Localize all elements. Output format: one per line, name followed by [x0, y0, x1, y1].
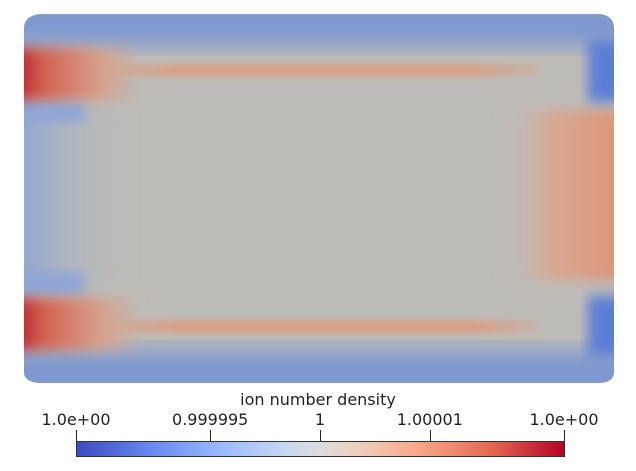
colorbar-tick-label: 1.0e+00 — [41, 410, 111, 429]
colorbar-tick-label: 1.0e+00 — [529, 410, 599, 429]
right-warm-region — [500, 110, 614, 280]
colorbar-tick-label: 1.00001 — [396, 410, 463, 429]
colorbar-tick-mark — [210, 430, 212, 441]
colorbar-title: ion number density — [240, 390, 396, 409]
lower-left-cool-patch — [24, 272, 84, 296]
upper-right-cool-patch — [588, 40, 614, 102]
colorbar-tick-mark — [564, 430, 565, 441]
colorbar-tick-mark — [320, 430, 321, 441]
top-cool-band — [24, 14, 614, 46]
lower-right-cool-patch — [588, 296, 614, 356]
render-viewport[interactable] — [0, 0, 636, 395]
upper-left-cool-patch — [24, 100, 84, 122]
lower-warm-stripe — [110, 320, 540, 333]
lower-left-hotspot — [24, 298, 140, 350]
bottom-cool-band — [24, 350, 614, 383]
colorbar-tick-mark — [429, 430, 431, 441]
density-field-plot — [24, 14, 614, 383]
colorbar-tick-mark — [76, 430, 77, 441]
colorbar — [76, 441, 565, 457]
field-domain — [24, 14, 614, 383]
colorbar-tick-label: 1 — [314, 410, 326, 429]
upper-warm-stripe — [110, 64, 540, 76]
colorbar-tick-label: 0.999995 — [172, 410, 249, 429]
upper-left-hotspot — [24, 48, 140, 100]
left-cool-region — [24, 105, 134, 285]
